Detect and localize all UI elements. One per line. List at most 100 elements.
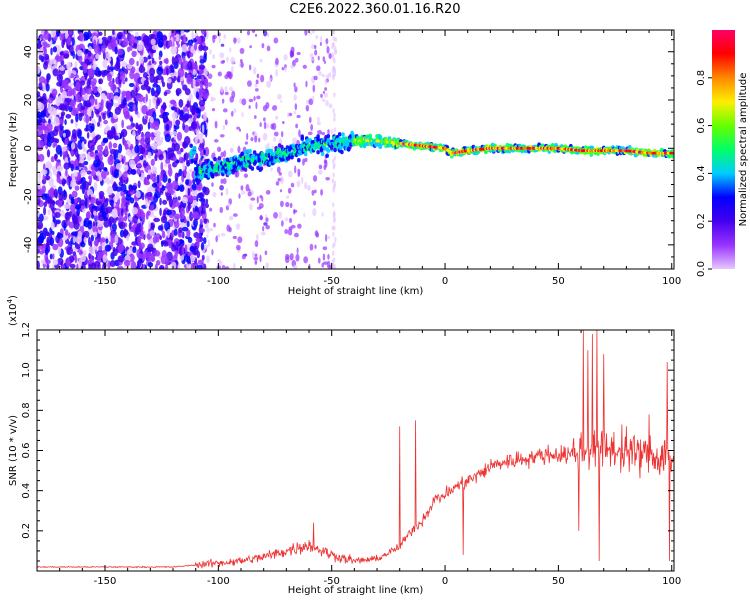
noise-speck	[41, 185, 47, 194]
noise-speck	[137, 35, 142, 41]
noise-speck	[293, 208, 296, 215]
noise-speck	[171, 56, 175, 66]
noise-speck	[325, 43, 328, 48]
noise-speck	[139, 242, 145, 250]
noise-speck	[147, 243, 154, 252]
noise-speck	[307, 184, 311, 191]
noise-speck	[212, 35, 216, 44]
noise-speck	[117, 244, 125, 253]
noise-speck	[130, 116, 134, 123]
noise-speck	[229, 147, 234, 153]
noise-speck	[37, 119, 42, 124]
noise-speck	[161, 230, 166, 239]
noise-speck	[144, 132, 151, 139]
noise-speck	[314, 244, 317, 249]
noise-speck	[119, 71, 126, 81]
noise-speck	[168, 149, 175, 159]
x-tick-label: -100	[207, 576, 230, 587]
ridge-speck	[258, 162, 263, 167]
noise-speck	[170, 30, 176, 37]
noise-speck	[108, 141, 113, 150]
noise-speck	[235, 244, 241, 251]
noise-speck	[93, 231, 98, 238]
ridge-speck	[303, 151, 308, 157]
noise-speck	[77, 163, 85, 168]
noise-speck	[55, 138, 60, 144]
noise-speck	[83, 180, 89, 190]
noise-speck	[325, 177, 330, 181]
noise-speck	[54, 212, 61, 219]
noise-speck	[43, 206, 47, 216]
noise-speck	[247, 191, 252, 197]
noise-speck	[95, 53, 100, 60]
noise-speck	[160, 255, 167, 265]
noise-speck	[141, 105, 148, 115]
noise-speck	[112, 223, 117, 232]
noise-speck	[130, 89, 136, 99]
noise-speck	[130, 185, 137, 191]
noise-speck	[281, 66, 285, 71]
noise-speck	[42, 163, 46, 171]
noise-speck	[41, 193, 48, 200]
noise-speck	[180, 207, 185, 217]
noise-speck	[169, 72, 174, 77]
noise-speck	[187, 237, 193, 244]
noise-speck	[321, 73, 325, 78]
noise-speck	[266, 45, 271, 52]
noise-speck	[164, 264, 169, 269]
noise-speck	[57, 257, 64, 266]
noise-speck	[173, 124, 180, 130]
noise-speck	[88, 177, 92, 185]
noise-speck	[158, 153, 164, 161]
noise-speck	[228, 215, 234, 221]
noise-speck	[221, 264, 226, 269]
noise-speck	[225, 266, 230, 269]
noise-speck	[68, 82, 74, 87]
noise-speck	[309, 32, 312, 36]
noise-speck	[90, 97, 95, 106]
noise-speck	[256, 195, 259, 204]
ridge-speck	[333, 147, 337, 153]
noise-speck	[112, 142, 118, 149]
noise-speck	[64, 119, 67, 126]
noise-speck	[328, 103, 333, 109]
noise-speck	[333, 263, 336, 269]
noise-speck	[42, 83, 46, 92]
noise-speck	[182, 161, 186, 171]
noise-speck	[90, 170, 96, 177]
noise-speck	[308, 116, 312, 124]
noise-speck	[120, 208, 124, 217]
noise-speck	[86, 170, 92, 175]
noise-speck	[89, 240, 93, 247]
noise-speck	[319, 41, 322, 46]
noise-speck	[113, 181, 117, 191]
noise-speck	[147, 151, 152, 159]
noise-speck	[290, 52, 293, 58]
noise-speck	[209, 207, 213, 212]
noise-speck	[332, 158, 335, 164]
noise-speck	[189, 245, 195, 253]
noise-speck	[285, 201, 290, 208]
noise-speck	[295, 123, 298, 129]
noise-speck	[160, 161, 164, 172]
noise-speck	[88, 194, 92, 201]
x-tick-label: -100	[207, 276, 230, 287]
noise-speck	[192, 79, 196, 89]
ridge-speck	[326, 133, 331, 139]
noise-speck	[75, 93, 81, 103]
noise-speck	[254, 240, 259, 248]
noise-speck	[240, 185, 244, 191]
noise-speck	[218, 36, 221, 44]
noise-speck	[53, 107, 58, 117]
noise-speck	[195, 108, 202, 114]
x-tick-label: 100	[662, 576, 681, 587]
noise-speck	[312, 84, 316, 93]
noise-speck	[108, 111, 114, 118]
noise-speck	[83, 161, 89, 166]
noise-speck	[93, 210, 97, 216]
noise-speck	[220, 232, 226, 237]
noise-speck	[310, 123, 314, 131]
noise-speck	[126, 90, 131, 96]
noise-speck	[52, 46, 58, 53]
noise-speck	[215, 235, 218, 243]
